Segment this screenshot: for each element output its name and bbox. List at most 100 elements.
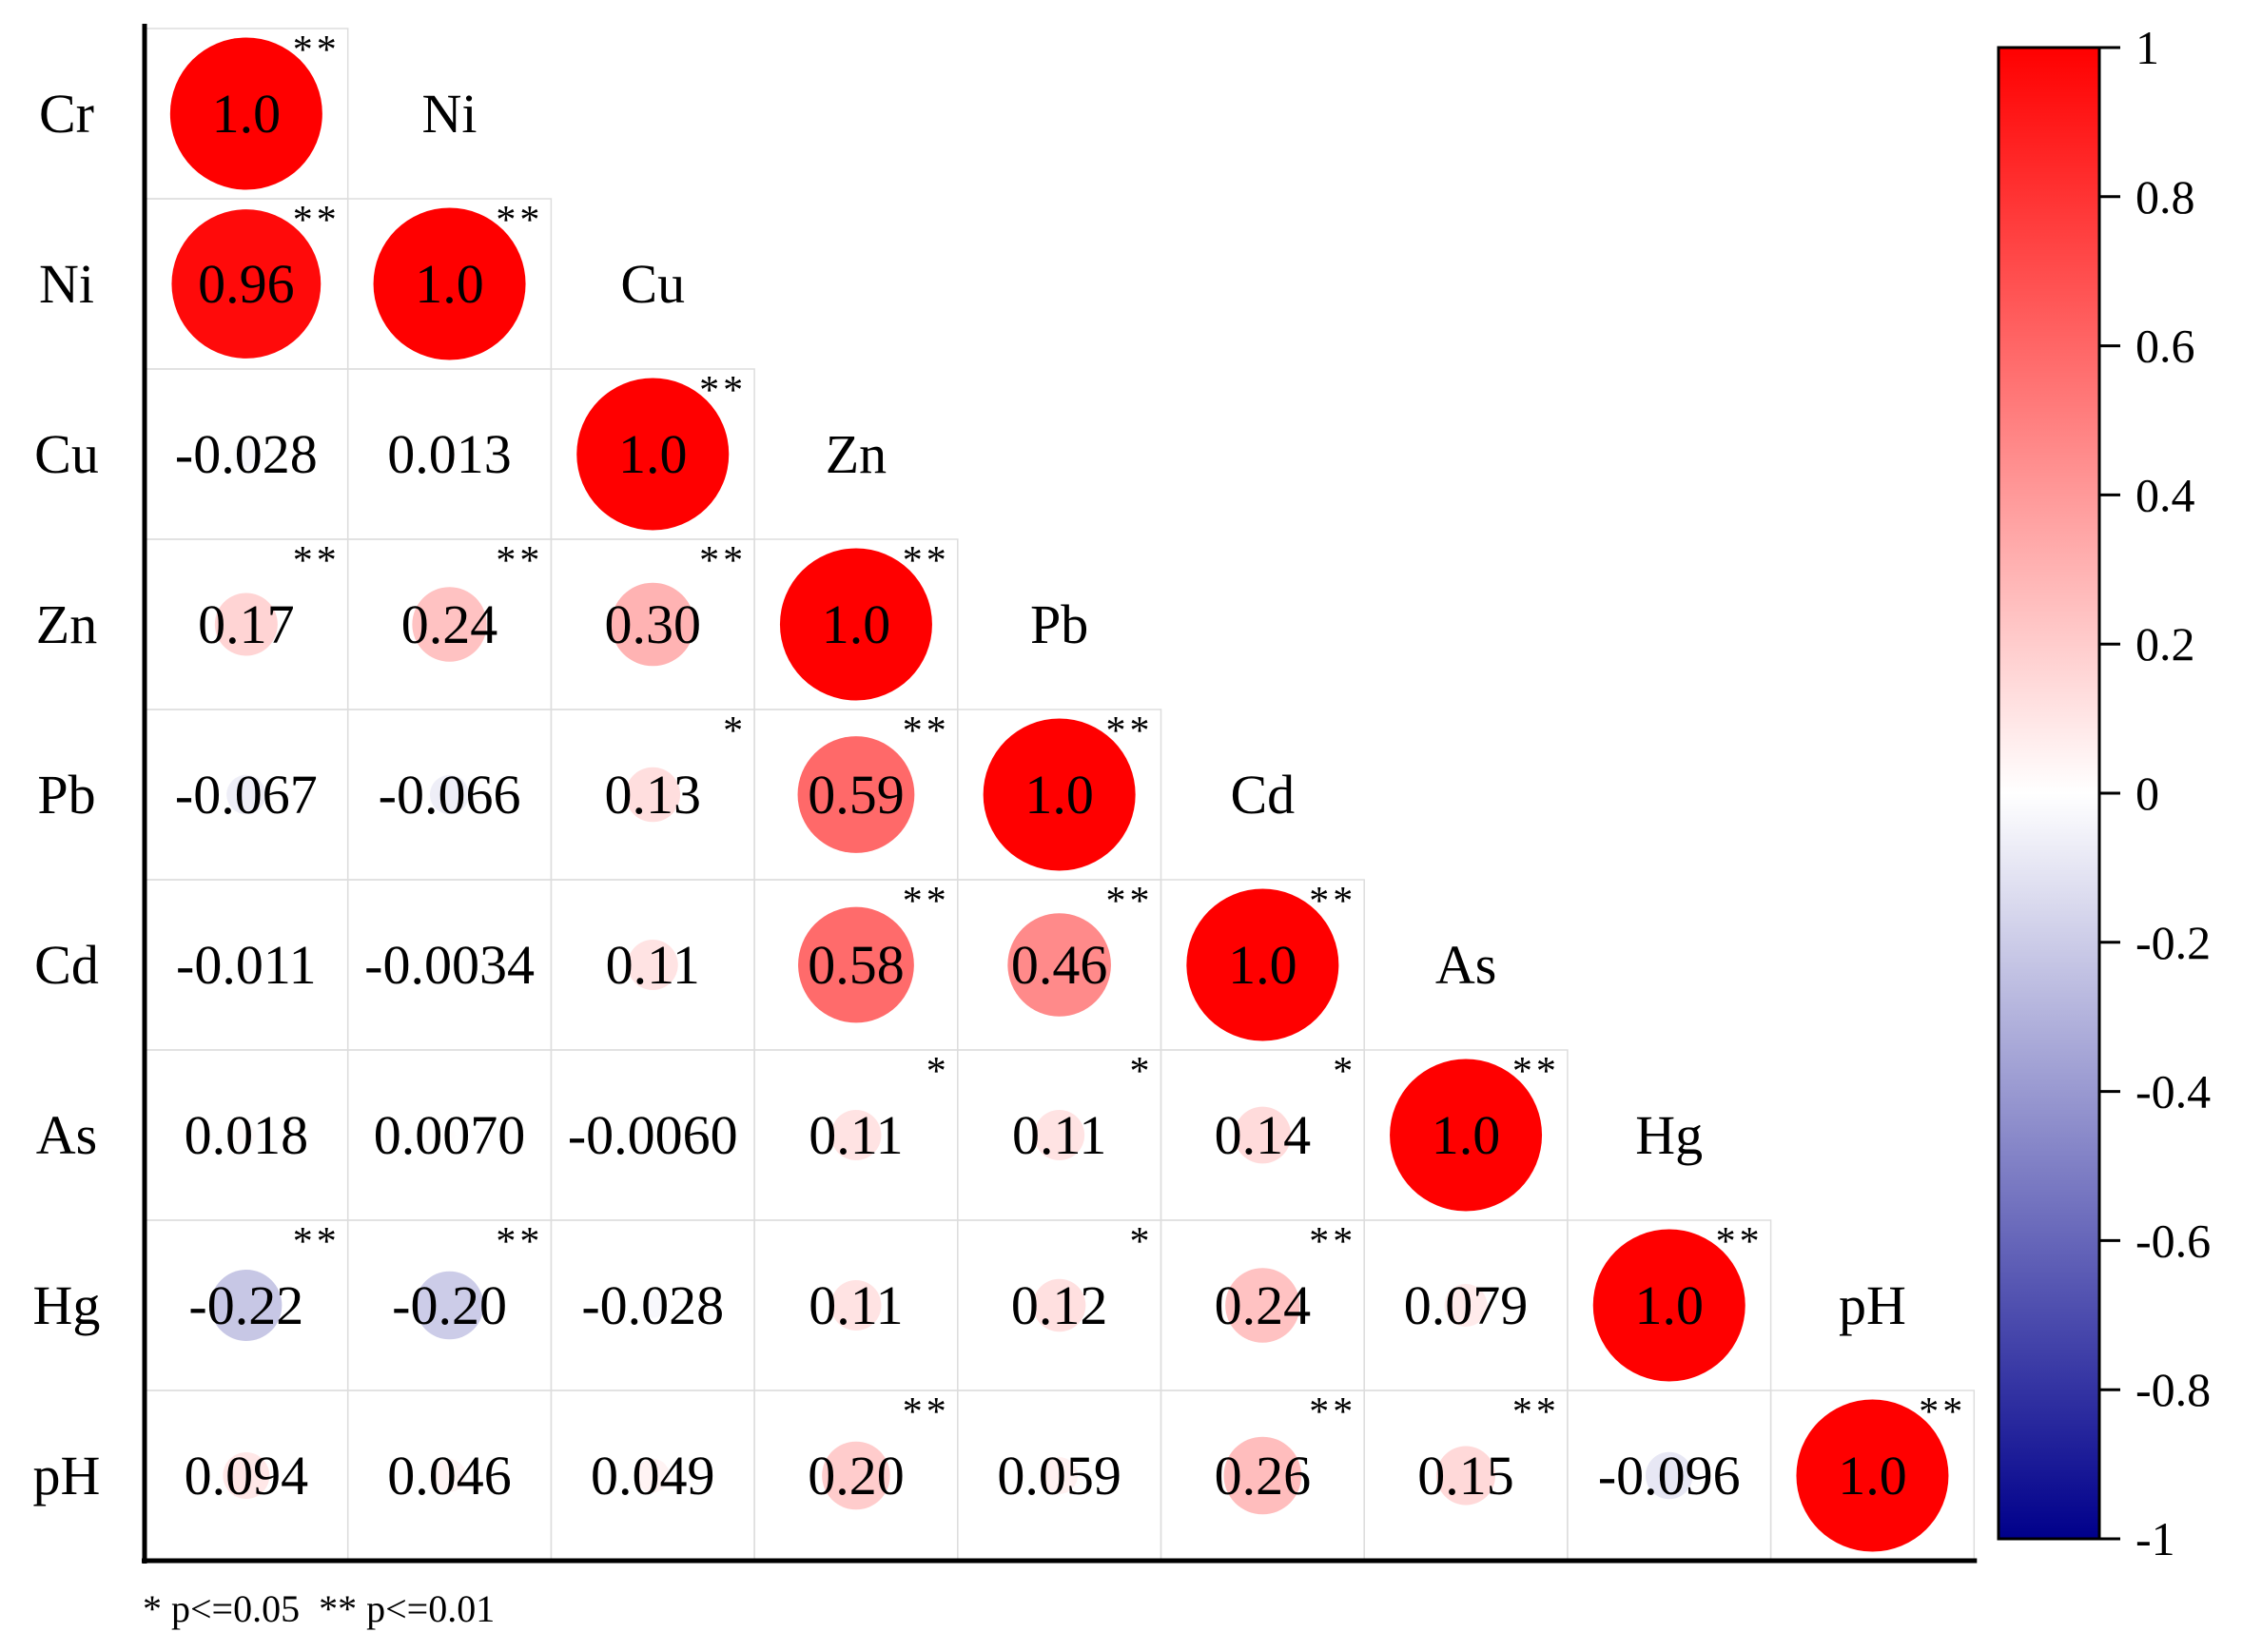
significance-marker: ** xyxy=(699,369,747,413)
significance-marker: ** xyxy=(1106,709,1154,753)
significance-marker: ** xyxy=(1309,1390,1356,1434)
value-label: 0.24 xyxy=(401,593,498,655)
bubble-hg-zn xyxy=(830,1280,882,1331)
value-label: -0.066 xyxy=(379,764,521,826)
bubble-pb-cu xyxy=(625,767,681,823)
bubble-pb-zn xyxy=(797,736,915,853)
value-label: 0.14 xyxy=(1215,1104,1312,1166)
bubble-as-cr xyxy=(236,1124,257,1146)
significance-marker: ** xyxy=(496,1220,543,1264)
value-label: 0.12 xyxy=(1011,1274,1108,1336)
colorbar-tick-label: 0.6 xyxy=(2135,320,2195,373)
bubble-ni-cr xyxy=(171,209,322,359)
value-label: 1.0 xyxy=(1838,1445,1907,1506)
value-label: 0.013 xyxy=(387,423,512,485)
bubble-zn-cu xyxy=(611,582,695,667)
colorbar-tick-label: -0.2 xyxy=(2135,916,2211,969)
value-label: 0.11 xyxy=(809,1104,903,1166)
value-label: -0.028 xyxy=(581,1274,724,1336)
value-label: 1.0 xyxy=(415,253,484,315)
significance-marker: ** xyxy=(1512,1390,1560,1434)
bubble-ph-cd xyxy=(1223,1436,1302,1515)
bubble-cd-zn xyxy=(798,906,914,1023)
diagonal-label-hg: Hg xyxy=(1635,1104,1703,1166)
value-label: -0.20 xyxy=(392,1274,507,1336)
row-label-cu: Cu xyxy=(34,423,99,485)
bubble-ph-as xyxy=(1436,1446,1496,1506)
bubble-zn-ni xyxy=(412,587,487,662)
value-label: 0.15 xyxy=(1417,1445,1514,1506)
value-label: 0.58 xyxy=(808,934,905,996)
bubble-cu-ni xyxy=(440,445,458,463)
row-label-cr: Cr xyxy=(39,83,94,145)
diagonal-label-cu: Cu xyxy=(620,253,685,315)
bubble-zn-cr xyxy=(214,593,278,656)
value-label: 0.0070 xyxy=(374,1104,526,1166)
bubble-cu-cr xyxy=(233,441,260,467)
bubble-hg-hg xyxy=(1592,1229,1745,1382)
bubble-ph-pb xyxy=(1041,1457,1079,1494)
value-label: 0.049 xyxy=(591,1445,715,1506)
significance-marker: ** xyxy=(293,539,341,583)
bubble-ph-ni xyxy=(433,1459,466,1492)
colorbar-tick-label: 0.2 xyxy=(2135,617,2195,671)
bubble-pb-pb xyxy=(983,718,1136,871)
bubble-as-ni xyxy=(442,1128,457,1142)
row-label-cd: Cd xyxy=(34,934,99,996)
bubble-cd-cu xyxy=(627,940,678,990)
significance-marker: * xyxy=(1130,1220,1154,1264)
colorbar-tick-label: -1 xyxy=(2135,1512,2175,1565)
colorbar-tick-label: 0.4 xyxy=(2135,468,2195,521)
bubble-zn-zn xyxy=(779,548,932,701)
bubble-hg-cr xyxy=(210,1270,283,1341)
colorbar-tick-label: -0.6 xyxy=(2135,1214,2211,1267)
bubble-ni-ni xyxy=(373,207,526,360)
colorbar: 1 0.8 0.6 0.4 0.2 0 -0.2 -0.4 -0.6 -0.8 -1 xyxy=(1997,21,2211,1565)
significance-marker: ** xyxy=(1512,1050,1560,1094)
value-label: 0.17 xyxy=(198,593,295,655)
value-label: 0.11 xyxy=(606,934,700,996)
value-label: 0.11 xyxy=(1012,1104,1106,1166)
significance-marker: ** xyxy=(293,199,341,243)
diagonal-label-pb: Pb xyxy=(1030,593,1088,655)
value-label: 0.079 xyxy=(1404,1274,1529,1336)
value-label: 1.0 xyxy=(618,423,688,485)
value-label: -0.011 xyxy=(176,934,317,996)
bubble-cr-cr xyxy=(169,37,322,190)
significance-marker: ** xyxy=(1106,880,1154,923)
row-label-ni: Ni xyxy=(39,253,94,315)
value-label: 0.26 xyxy=(1215,1445,1312,1506)
diagonal-label-zn: Zn xyxy=(826,423,887,485)
bubble-ph-cu xyxy=(635,1458,670,1493)
bubble-as-as xyxy=(1390,1059,1543,1212)
row-label-zn: Zn xyxy=(36,593,97,655)
value-label: -0.028 xyxy=(175,423,318,485)
bubble-ph-zn xyxy=(822,1441,890,1510)
value-label: 0.018 xyxy=(185,1104,309,1166)
bubble-cu-cu xyxy=(576,378,730,531)
colorbar-tick-label: 0 xyxy=(2135,767,2159,820)
bubble-as-cd xyxy=(1234,1106,1292,1164)
value-label: 0.30 xyxy=(605,593,702,655)
heatmap-cells xyxy=(144,28,1976,1562)
bubble-cd-cr xyxy=(238,957,255,973)
value-label: -0.067 xyxy=(175,764,318,826)
colorbar-tick-label: -0.4 xyxy=(2135,1065,2211,1118)
significance-marker: ** xyxy=(1309,1220,1356,1264)
significance-marker: * xyxy=(1333,1050,1356,1094)
value-label: 0.59 xyxy=(808,764,905,826)
diagonal-label-ni: Ni xyxy=(422,83,478,145)
row-label-hg: Hg xyxy=(33,1274,101,1336)
significance-marker: * xyxy=(926,1050,950,1094)
significance-marker: ** xyxy=(1716,1220,1764,1264)
colorbar-tick-label: -0.8 xyxy=(2135,1363,2211,1416)
value-label: 1.0 xyxy=(1024,764,1094,826)
row-label-pb: Pb xyxy=(37,764,95,826)
value-label: 0.046 xyxy=(387,1445,512,1506)
bubble-ph-hg xyxy=(1645,1451,1693,1500)
value-label: 0.059 xyxy=(997,1445,1121,1506)
value-label: 1.0 xyxy=(212,83,282,145)
diagonal-label-ph: pH xyxy=(1839,1274,1906,1336)
